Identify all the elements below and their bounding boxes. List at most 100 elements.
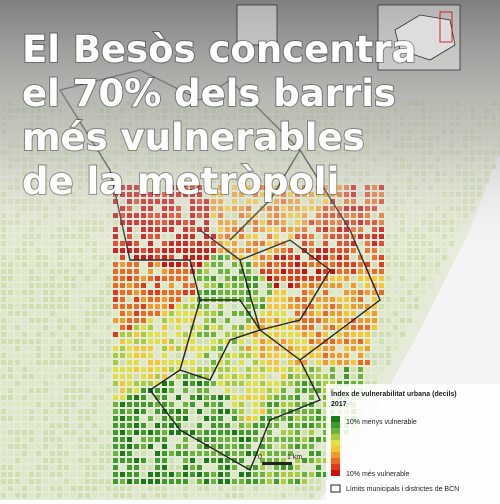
map-cell xyxy=(309,290,314,295)
map-cell xyxy=(169,458,174,463)
map-cell xyxy=(358,297,363,302)
map-cell xyxy=(407,311,412,316)
map-cell xyxy=(288,353,293,358)
map-cell xyxy=(204,402,209,407)
map-cell xyxy=(57,269,62,274)
map-cell xyxy=(225,311,230,316)
map-cell xyxy=(190,437,195,442)
map-cell xyxy=(358,325,363,330)
map-cell xyxy=(148,472,153,477)
map-cell xyxy=(211,353,216,358)
map-cell xyxy=(183,367,188,372)
map-cell xyxy=(120,479,125,484)
map-cell xyxy=(414,304,419,309)
map-cell xyxy=(316,388,321,393)
map-cell xyxy=(169,479,174,484)
map-cell xyxy=(288,381,293,386)
map-cell xyxy=(197,353,202,358)
map-cell xyxy=(267,479,272,484)
map-cell xyxy=(113,430,118,435)
map-cell xyxy=(183,486,188,491)
map-cell xyxy=(169,269,174,274)
map-cell xyxy=(253,472,258,477)
map-cell xyxy=(232,409,237,414)
map-cell xyxy=(85,395,90,400)
map-cell xyxy=(246,374,251,379)
map-cell xyxy=(50,437,55,442)
map-cell xyxy=(1,395,6,400)
map-cell xyxy=(155,381,160,386)
map-cell xyxy=(155,423,160,428)
map-cell xyxy=(127,465,132,470)
map-cell xyxy=(288,388,293,393)
map-cell xyxy=(218,479,223,484)
map-cell xyxy=(71,493,76,498)
map-cell xyxy=(281,276,286,281)
map-cell xyxy=(78,402,83,407)
map-cell xyxy=(330,360,335,365)
map-cell xyxy=(85,451,90,456)
map-cell xyxy=(36,409,41,414)
map-cell xyxy=(288,332,293,337)
map-cell xyxy=(127,416,132,421)
map-cell xyxy=(267,381,272,386)
map-cell xyxy=(295,325,300,330)
map-cell xyxy=(183,479,188,484)
map-cell xyxy=(197,458,202,463)
map-cell xyxy=(50,388,55,393)
map-cell xyxy=(50,276,55,281)
map-cell xyxy=(176,290,181,295)
map-cell xyxy=(309,402,314,407)
map-cell xyxy=(274,465,279,470)
map-cell xyxy=(295,290,300,295)
map-cell xyxy=(29,374,34,379)
map-cell xyxy=(29,346,34,351)
map-cell xyxy=(197,388,202,393)
map-cell xyxy=(1,430,6,435)
map-cell xyxy=(29,444,34,449)
map-cell xyxy=(29,339,34,344)
map-cell xyxy=(372,332,377,337)
map-cell xyxy=(218,276,223,281)
map-cell xyxy=(78,283,83,288)
map-cell xyxy=(85,311,90,316)
map-cell xyxy=(50,479,55,484)
map-cell xyxy=(351,297,356,302)
map-cell xyxy=(288,339,293,344)
map-cell xyxy=(274,374,279,379)
map-cell xyxy=(148,304,153,309)
map-cell xyxy=(197,486,202,491)
map-cell xyxy=(260,360,265,365)
map-cell xyxy=(8,451,13,456)
map-cell xyxy=(85,381,90,386)
map-cell xyxy=(232,332,237,337)
map-cell xyxy=(232,416,237,421)
map-cell xyxy=(50,332,55,337)
map-cell xyxy=(99,430,104,435)
map-cell xyxy=(113,388,118,393)
map-cell xyxy=(36,318,41,323)
map-cell xyxy=(22,444,27,449)
map-cell xyxy=(358,283,363,288)
map-cell xyxy=(113,311,118,316)
map-cell xyxy=(64,472,69,477)
map-cell xyxy=(267,465,272,470)
map-cell xyxy=(1,367,6,372)
map-cell xyxy=(358,381,363,386)
map-cell xyxy=(92,304,97,309)
map-cell xyxy=(323,311,328,316)
map-cell xyxy=(99,388,104,393)
map-cell xyxy=(218,465,223,470)
map-cell xyxy=(232,283,237,288)
map-cell xyxy=(372,346,377,351)
map-cell xyxy=(267,409,272,414)
map-cell xyxy=(225,269,230,274)
map-cell xyxy=(225,360,230,365)
map-cell xyxy=(120,318,125,323)
map-cell xyxy=(295,276,300,281)
map-cell xyxy=(92,353,97,358)
map-cell xyxy=(85,374,90,379)
map-cell xyxy=(393,297,398,302)
map-cell xyxy=(141,444,146,449)
map-cell xyxy=(120,381,125,386)
